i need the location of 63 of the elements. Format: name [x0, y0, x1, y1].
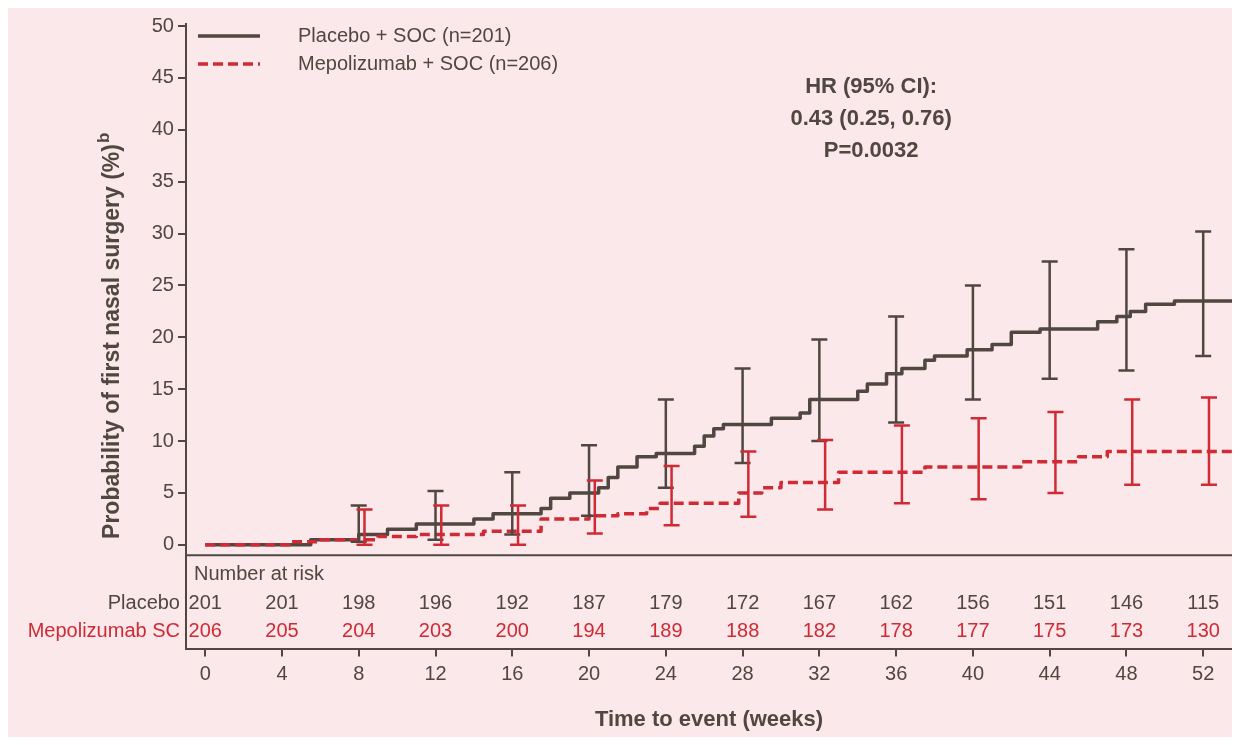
y-tick-label: 5: [162, 480, 174, 503]
annotation: 179: [649, 591, 683, 614]
x-tick-label: 48: [1115, 662, 1138, 685]
x-tick-label: 32: [808, 662, 831, 685]
x-tick-label: 16: [501, 662, 524, 685]
y-tick-label: 30: [151, 221, 174, 244]
text: Placebo: [107, 591, 180, 614]
y-tick-label: 45: [151, 65, 174, 88]
annotation: 177: [956, 619, 990, 642]
annotation: 0.43 (0.25, 0.76): [790, 105, 952, 131]
x-tick-label: 4: [276, 662, 288, 685]
y-tick-label: 40: [151, 117, 174, 140]
annotation: 198: [342, 591, 376, 614]
annotation: 194: [572, 619, 606, 642]
x-axis-title: Time to event (weeks): [594, 705, 824, 731]
y-tick-label: 10: [151, 428, 174, 451]
legend-label: Placebo + SOC (n=201): [298, 23, 512, 46]
annotation: 189: [649, 619, 683, 642]
x-tick-label: 8: [353, 662, 365, 685]
y-tick-label: 20: [151, 324, 174, 347]
annotation: 172: [725, 591, 760, 614]
x-tick-label: 0: [199, 662, 211, 685]
annotation: 200: [495, 619, 529, 642]
annotation: 205: [265, 619, 299, 642]
annotation: 162: [879, 591, 913, 614]
annotation: 206: [188, 619, 222, 642]
annotation: 182: [802, 619, 837, 642]
annotation: 151: [1032, 591, 1067, 614]
annotation: 156: [956, 591, 990, 614]
annotation: P=0.0032: [823, 137, 919, 163]
text: Mepolizumab SC: [27, 619, 180, 642]
x-tick-label: 20: [577, 662, 601, 685]
x-tick-label: 24: [654, 662, 677, 685]
x-tick-label: 40: [961, 662, 985, 685]
annotation: 201: [265, 591, 299, 614]
annotation: 178: [879, 619, 913, 642]
y-tick-label: 0: [162, 532, 174, 555]
y-tick-label: 15: [151, 376, 174, 399]
annotation: Number at risk: [194, 562, 326, 585]
annotation: 146: [1109, 591, 1144, 614]
y-axis-title: Probability of first nasal surgery (%)b: [93, 132, 125, 539]
annotation: 130: [1186, 619, 1220, 642]
annotation: 188: [725, 619, 760, 642]
annotation: 167: [802, 591, 837, 614]
annotation: 187: [572, 591, 606, 614]
annotation: 192: [495, 591, 529, 614]
annotation: 196: [418, 591, 453, 614]
x-tick-label: 12: [424, 662, 447, 685]
annotation: 173: [1109, 619, 1144, 642]
annotation: 201: [188, 591, 222, 614]
y-tick-label: 35: [151, 169, 174, 192]
y-tick-label: 25: [151, 272, 174, 295]
annotation: 203: [418, 619, 453, 642]
annotation: HR (95% CI):: [805, 73, 938, 99]
annotation: 204: [342, 619, 376, 642]
legend-label: Mepolizumab + SOC (n=206): [298, 51, 559, 74]
annotation: 175: [1032, 619, 1067, 642]
y-tick-label: 50: [151, 13, 174, 36]
x-tick-label: 36: [885, 662, 908, 685]
x-tick-label: 28: [731, 662, 754, 685]
x-tick-label: 52: [1192, 662, 1215, 685]
annotation: 115: [1187, 591, 1220, 614]
x-tick-label: 44: [1038, 662, 1061, 685]
